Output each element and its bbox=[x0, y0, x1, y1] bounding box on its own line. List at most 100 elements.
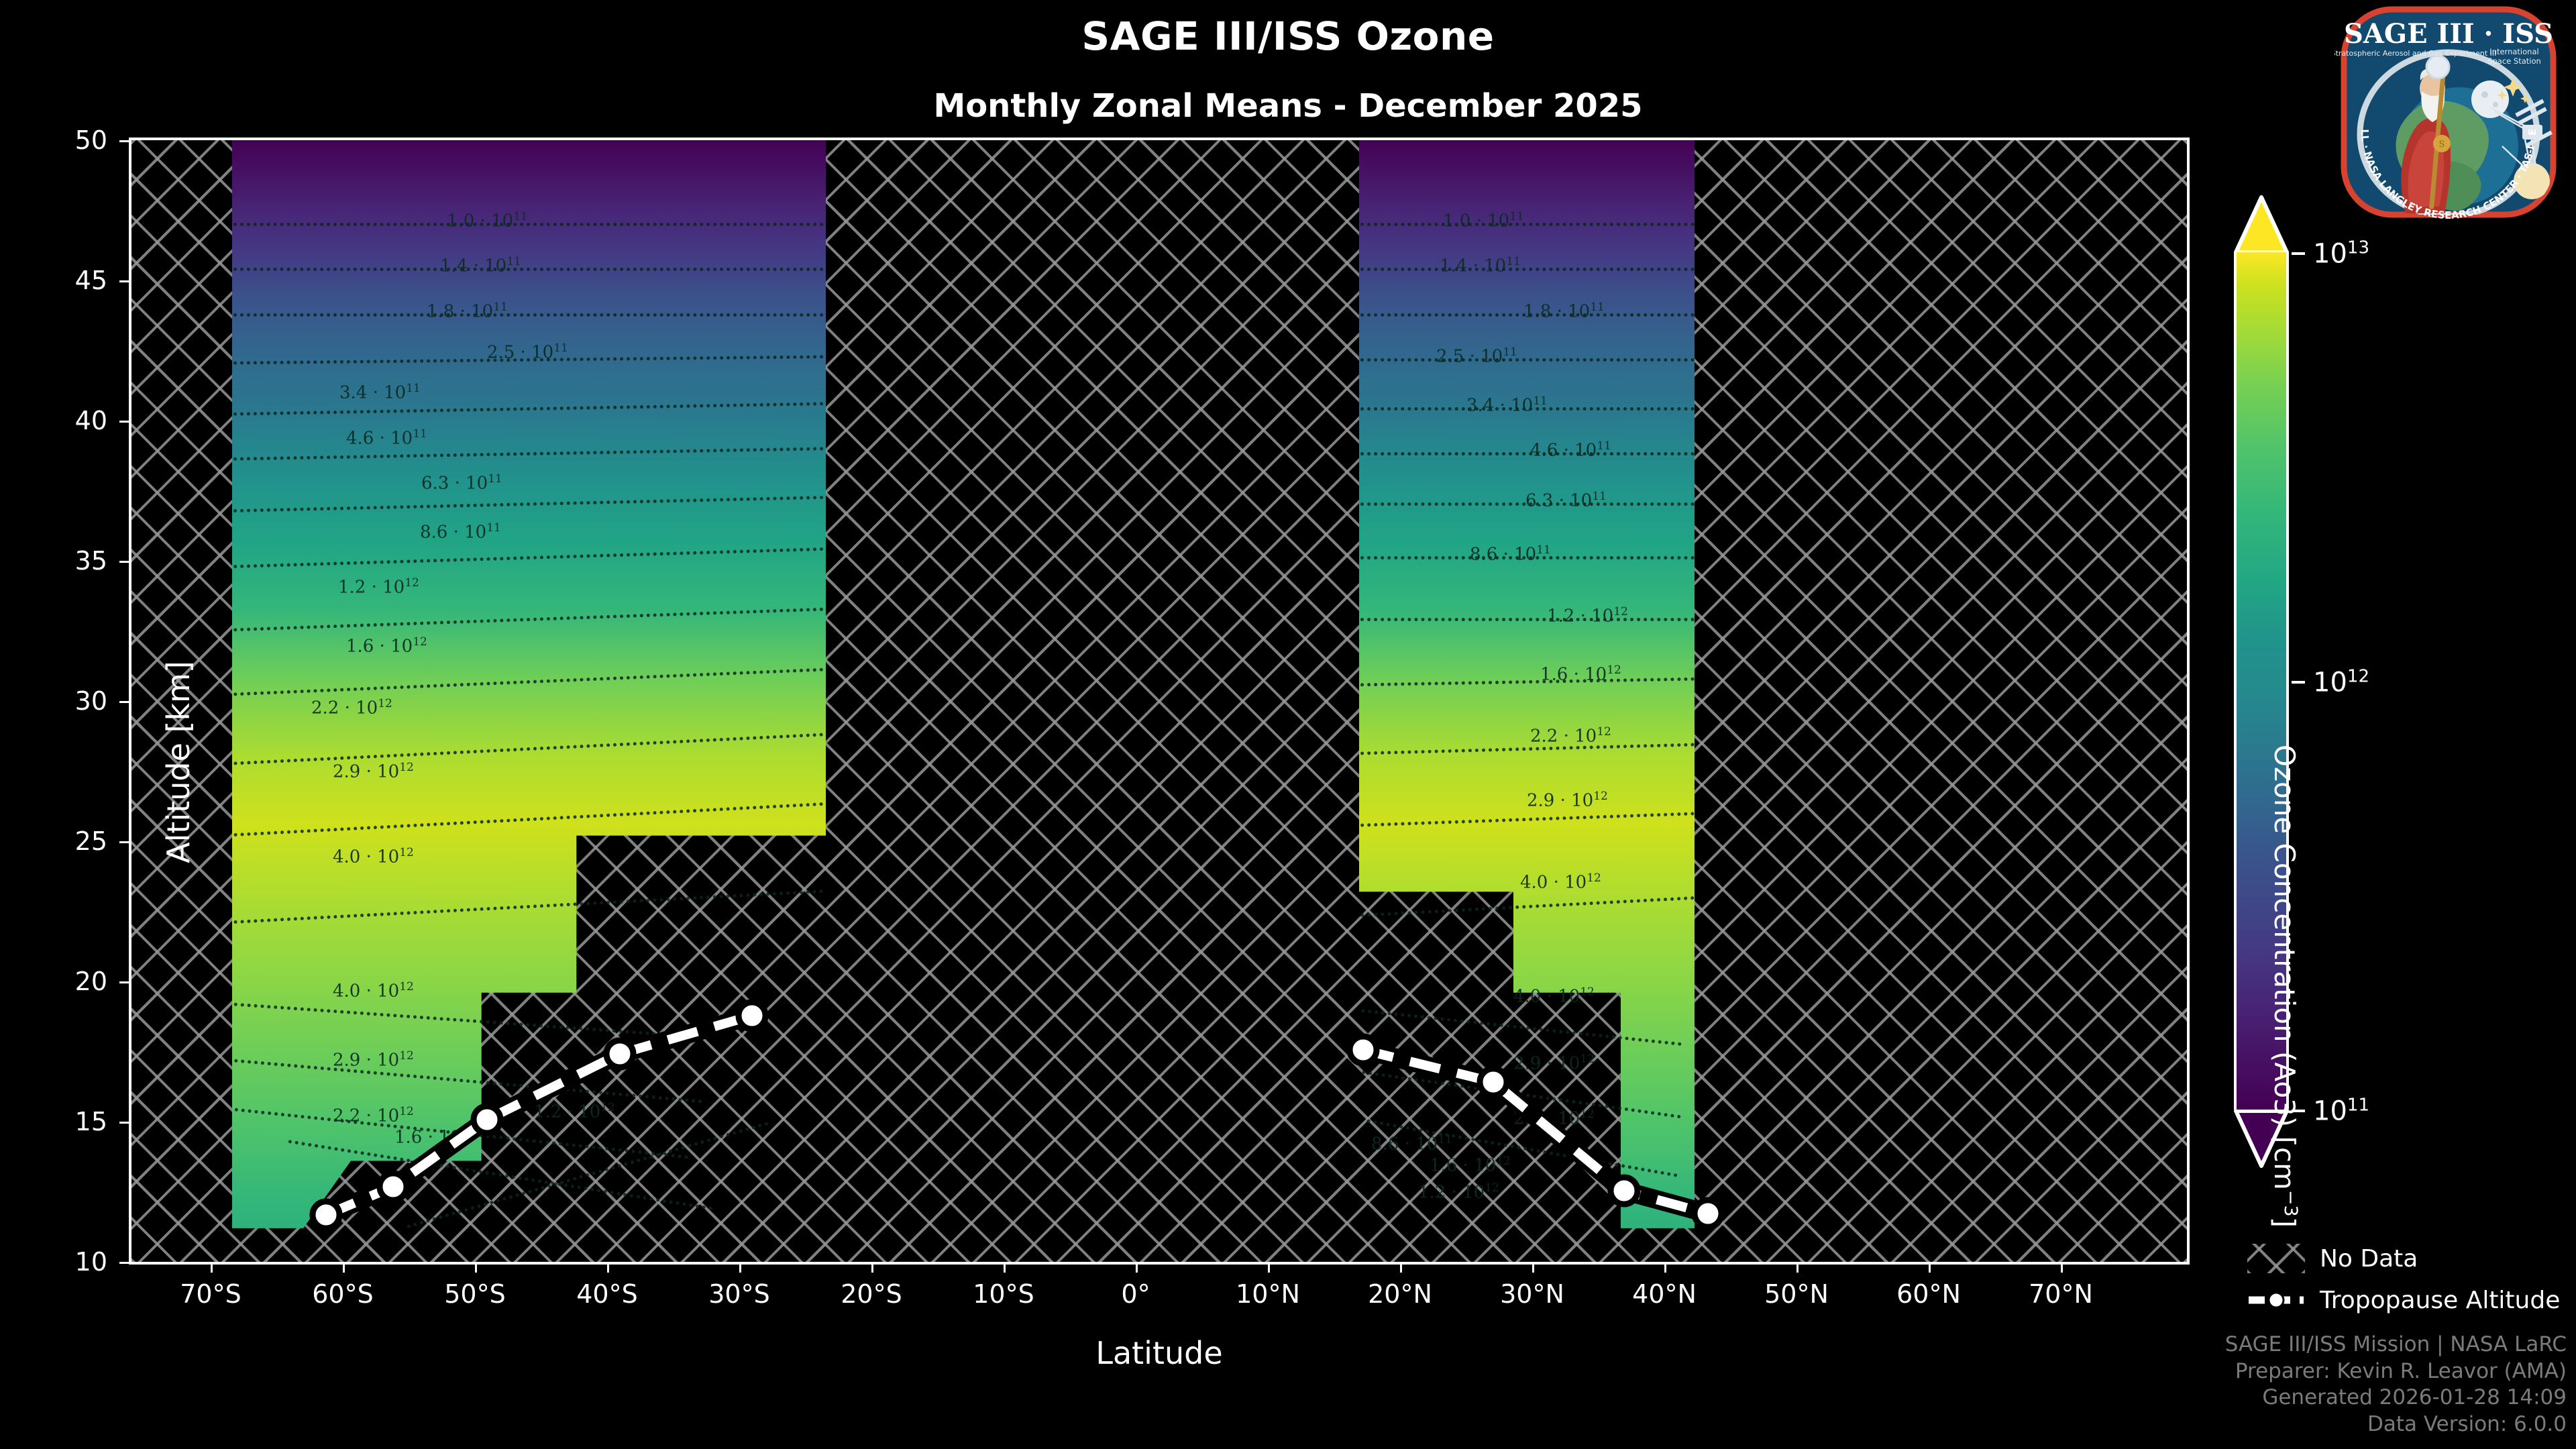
contour-label: 4.0 · 1012 bbox=[1513, 985, 1595, 1007]
y-tick bbox=[119, 701, 131, 703]
footer-line: Data Version: 6.0.0 bbox=[2367, 1412, 2567, 1437]
contour-label: 4.6 · 1011 bbox=[1530, 439, 1611, 461]
x-tick-label: 50°S bbox=[444, 1279, 506, 1309]
colorbar[interactable]: 1013 1012 1011 bbox=[2234, 195, 2369, 1168]
y-tick bbox=[119, 1262, 131, 1264]
y-tick-label: 50 bbox=[74, 125, 107, 155]
colorbar-tick-label: 1013 bbox=[2313, 237, 2369, 270]
logo-title: SAGE III · ISS bbox=[2344, 18, 2553, 50]
page-title: SAGE III/ISS Ozone bbox=[1081, 13, 1495, 59]
logo-subtitle-right-2: Space Station bbox=[2487, 56, 2541, 66]
y-tick-label: 20 bbox=[74, 967, 107, 996]
footer-line: Preparer: Kevin R. Leavor (AMA) bbox=[2235, 1358, 2567, 1383]
colorbar-tick bbox=[2292, 681, 2305, 684]
y-tick bbox=[119, 841, 131, 843]
y-tick-label: 35 bbox=[74, 546, 107, 576]
legend-label: Tropopause Altitude bbox=[2320, 1286, 2561, 1314]
contour-label: 1.6 · 1012 bbox=[1430, 1155, 1511, 1176]
x-tick-label: 40°S bbox=[576, 1279, 638, 1309]
y-axis-title: Altitude [km] bbox=[160, 661, 197, 863]
contour-label: 1.2 · 1012 bbox=[338, 576, 419, 598]
colorbar-title: Ozone Concentration (Ao3) [cm−3] bbox=[2268, 744, 2301, 1228]
contour-label: 2.9 · 1012 bbox=[1513, 1053, 1595, 1074]
contour-label: 3.4 · 1011 bbox=[339, 382, 421, 403]
x-tick bbox=[1268, 1262, 1270, 1273]
tropopause-path-northern bbox=[1362, 1045, 1709, 1218]
contour-label: 1.6 · 1012 bbox=[346, 635, 427, 657]
tropopause-line-icon bbox=[2247, 1285, 2305, 1315]
legend-item-tropopause: Tropopause Altitude bbox=[2247, 1279, 2569, 1321]
contour-label: 2.5 · 1011 bbox=[487, 341, 568, 363]
tropopause-marker bbox=[1691, 1197, 1725, 1230]
contour-label: 1.0 · 1011 bbox=[447, 210, 528, 231]
contour-label: 2.2 · 1012 bbox=[1530, 725, 1611, 747]
y-tick bbox=[119, 1122, 131, 1124]
x-tick bbox=[1136, 1262, 1138, 1273]
x-tick bbox=[1664, 1262, 1666, 1273]
logo-subtitle-right-1: International bbox=[2489, 47, 2538, 56]
contour-label: 8.6 · 1011 bbox=[420, 521, 501, 543]
sage-iii-iss-logo: S SAGE III · ISS Stratospheric Aerosol a… bbox=[2330, 0, 2563, 221]
legend-item-no-data: No Data bbox=[2247, 1238, 2569, 1279]
contour-label: 1.2 · 1012 bbox=[1418, 1181, 1499, 1203]
data-panel-southern bbox=[232, 140, 826, 1262]
y-tick bbox=[119, 140, 131, 142]
colorbar-tick bbox=[2292, 252, 2305, 255]
contour-label: 8.6 · 1011 bbox=[1470, 543, 1551, 565]
contour-label: 4.6 · 1011 bbox=[346, 427, 427, 449]
contour-line bbox=[1360, 407, 1695, 411]
contour-label: 4.0 · 1012 bbox=[333, 980, 414, 1002]
y-tick bbox=[119, 421, 131, 423]
legend: No Data Tropopause Altitude bbox=[2247, 1238, 2569, 1321]
legend-label: No Data bbox=[2320, 1244, 2418, 1273]
x-tick bbox=[211, 1262, 213, 1273]
svg-text:S: S bbox=[2439, 140, 2445, 150]
contour-line bbox=[233, 268, 824, 271]
contour-line bbox=[233, 313, 824, 317]
ozone-zonal-mean-plot: 1.0 · 1011 1.4 · 1011 1.8 · 1011 2.5 · 1… bbox=[75, 125, 2190, 1309]
contour-line bbox=[1360, 556, 1695, 559]
contour-label: 1.6 · 1012 bbox=[1540, 663, 1621, 685]
x-tick bbox=[343, 1262, 345, 1273]
contour-label: 2.9 · 1012 bbox=[1527, 790, 1608, 811]
y-tick-label: 15 bbox=[74, 1107, 107, 1136]
footer-line: Generated 2026-01-28 14:09 bbox=[2262, 1385, 2567, 1410]
contour-label: 4.0 · 1012 bbox=[1520, 871, 1601, 893]
x-tick-label: 10°S bbox=[973, 1279, 1034, 1309]
tropopause-marker bbox=[1346, 1033, 1380, 1067]
x-tick bbox=[1532, 1262, 1534, 1273]
contour-label: 1.2 · 1012 bbox=[1547, 605, 1628, 627]
colorbar-cap-min bbox=[2234, 1109, 2289, 1168]
contour-label: 8.6 · 1011 bbox=[1371, 1133, 1452, 1155]
x-tick bbox=[871, 1262, 873, 1273]
y-tick-label: 40 bbox=[74, 406, 107, 435]
contour-label: 1.0 · 1011 bbox=[1443, 210, 1524, 231]
y-tick-label: 30 bbox=[74, 686, 107, 716]
x-tick-label: 40°N bbox=[1632, 1279, 1697, 1309]
x-tick-label: 70°N bbox=[2029, 1279, 2093, 1309]
x-tick-label: 60°S bbox=[312, 1279, 374, 1309]
contour-label: 4.0 · 1012 bbox=[333, 846, 414, 867]
contour-label: 2.2 · 1012 bbox=[311, 697, 392, 718]
x-tick bbox=[1400, 1262, 1402, 1273]
tropopause-marker bbox=[470, 1103, 504, 1136]
x-tick bbox=[607, 1262, 609, 1273]
contour-label: 1.4 · 1011 bbox=[1440, 255, 1521, 276]
colorbar-tick-label: 1011 bbox=[2313, 1095, 2369, 1127]
contour-line bbox=[1360, 618, 1695, 621]
tropopause-marker bbox=[376, 1170, 410, 1203]
contour-label: 6.3 · 1011 bbox=[1525, 490, 1607, 511]
footer-credits: SAGE III/ISS Mission | NASA LaRC Prepare… bbox=[2057, 1332, 2567, 1438]
x-tick bbox=[2061, 1262, 2063, 1273]
tropopause-path-southern bbox=[324, 1011, 753, 1220]
tropopause-altitude-line bbox=[309, 999, 1725, 1232]
page-subtitle: Monthly Zonal Means - December 2025 bbox=[933, 87, 1643, 125]
x-tick-label: 50°N bbox=[1764, 1279, 1829, 1309]
x-tick bbox=[1796, 1262, 1799, 1273]
tropopause-marker bbox=[603, 1037, 637, 1071]
x-tick-label: 20°S bbox=[841, 1279, 902, 1309]
y-tick bbox=[119, 981, 131, 983]
x-tick bbox=[1929, 1262, 1931, 1273]
contour-label: 2.2 · 1012 bbox=[333, 1105, 414, 1126]
colorbar-tick-label: 1012 bbox=[2313, 666, 2369, 698]
